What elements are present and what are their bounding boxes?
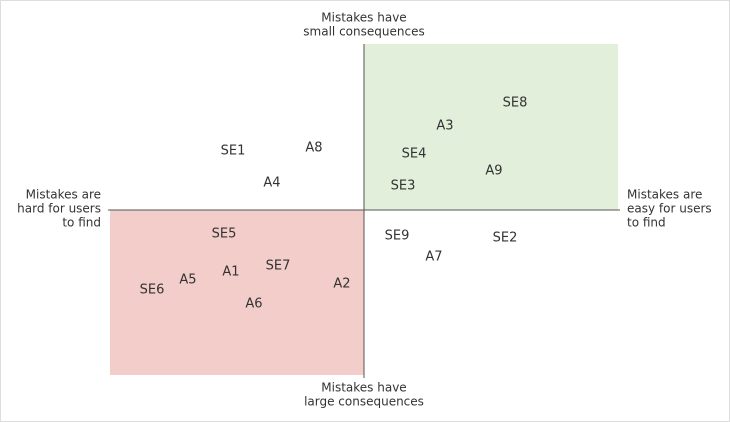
point-label: A8 [305, 141, 322, 156]
left-label: to find [62, 216, 101, 230]
point-label: SE4 [402, 147, 427, 162]
top-label: Mistakes have [321, 11, 406, 25]
hard-large-quadrant [110, 210, 364, 375]
point-label: SE7 [266, 259, 291, 274]
point-label: SE9 [385, 229, 410, 244]
point-label: SE2 [493, 231, 518, 246]
bottom-label: Mistakes have [321, 381, 406, 395]
left-label: hard for users [17, 202, 101, 216]
point-label: A2 [333, 277, 350, 292]
point-label: A4 [263, 176, 280, 191]
point-label: SE5 [212, 227, 237, 242]
point-label: SE1 [221, 144, 246, 159]
right-label: to find [627, 216, 666, 230]
point-label: A1 [222, 265, 239, 280]
point-label: SE8 [503, 96, 528, 111]
point-label: A6 [245, 297, 262, 312]
top-label: small consequences [303, 25, 424, 39]
right-label: easy for users [627, 202, 712, 216]
point-label: SE6 [140, 283, 165, 298]
right-label: Mistakes are [627, 188, 702, 202]
point-label: SE3 [391, 179, 416, 194]
point-label: A5 [179, 273, 196, 288]
point-label: A9 [485, 164, 502, 179]
left-label: Mistakes are [26, 188, 101, 202]
point-label: A7 [425, 250, 442, 265]
point-label: A3 [436, 119, 453, 134]
easy-small-quadrant [364, 44, 618, 210]
bottom-label: large consequences [304, 395, 424, 409]
